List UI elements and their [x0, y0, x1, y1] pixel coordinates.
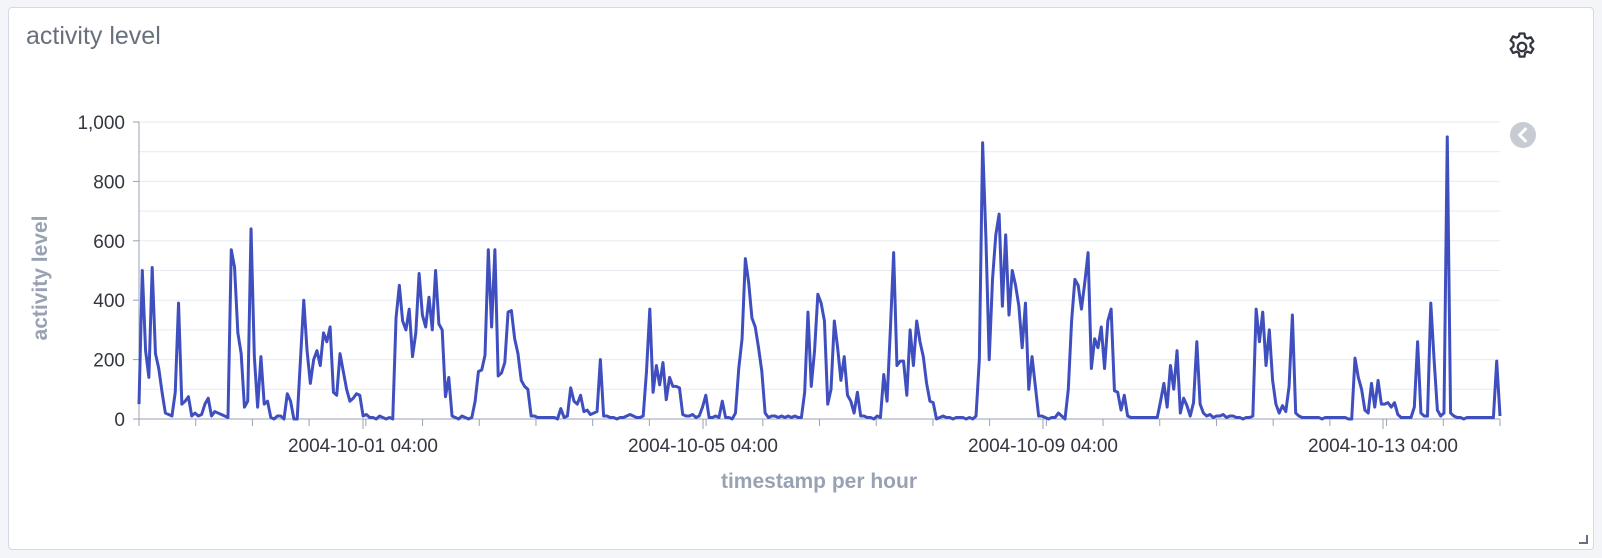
y-tick-label: 400	[93, 291, 125, 312]
line-chart: 0 200 400 600 800 1,000 2004-10-01 04:00 2004-1…	[29, 113, 1502, 493]
chevron-left-icon[interactable]	[1509, 121, 1537, 149]
y-tick-label: 600	[93, 232, 125, 253]
series-line	[137, 135, 1502, 421]
panel-title: activity level	[26, 22, 161, 50]
gear-icon[interactable]	[1505, 30, 1539, 64]
x-tick-label: 2004-10-09 04:00	[968, 436, 1118, 457]
y-tick-label: 200	[93, 351, 125, 372]
x-axis-title: timestamp per hour	[721, 470, 917, 493]
resize-handle-icon[interactable]	[1578, 534, 1588, 544]
x-tick-label: 2004-10-05 04:00	[628, 436, 778, 457]
y-axis-title: activity level	[29, 216, 52, 341]
x-tick-label: 2004-10-01 04:00	[288, 436, 438, 457]
y-tick-label: 0	[114, 410, 125, 431]
y-tick-label: 800	[93, 172, 125, 193]
y-tick-label: 1,000	[77, 113, 125, 134]
x-tick-label: 2004-10-13 04:00	[1308, 436, 1458, 457]
visualization-panel: activity level 0 200 400 600 800 1,000 2004-10…	[8, 7, 1594, 550]
